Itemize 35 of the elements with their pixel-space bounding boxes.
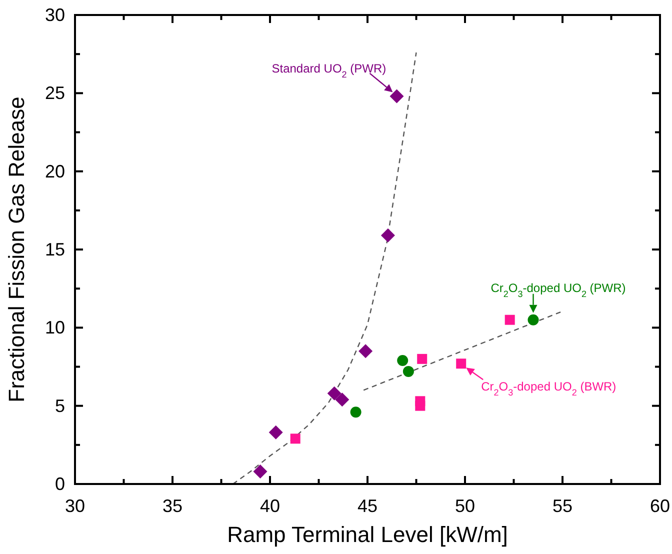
y-tick-label: 0 [54,474,65,494]
annotation: Cr$_{2}$O$_{3}$-doped UO$_{2}$ (PWR) [490,280,626,299]
y-tick-label: 20 [44,161,65,182]
annotation: Cr$_{2}$O$_{3}$-doped UO$_{2}$ (BWR) [481,380,616,398]
point [504,314,515,325]
annotation: Standard UO$_{2}$ (PWR) [272,61,386,80]
y-tick-label: 15 [44,240,65,260]
point [528,314,539,326]
point [268,425,283,440]
y-tick-label: 25 [44,83,65,104]
x-tick-label: 45 [357,496,378,516]
y-tick-label: 5 [54,396,65,416]
point [456,358,466,369]
x-tick-label: 40 [260,496,280,516]
y-axis-title: Fractional Fission Gas Release [4,96,29,402]
y-tick-label: 10 [44,318,65,338]
point [402,366,414,377]
x-tick-label: 55 [552,496,573,516]
point [290,434,300,444]
point [335,392,350,407]
point [417,354,428,364]
point [350,406,362,418]
x-tick-label: 50 [454,496,476,516]
y-tick-label: 30 [44,5,65,25]
line-series [232,52,417,485]
x-tick-label: 60 [650,496,670,516]
point [380,228,395,242]
point [397,354,408,366]
x-axis-title: Ramp Terminal Level [kW/m] [227,522,508,547]
point [358,344,373,358]
point [253,464,268,478]
x-tick-label: 35 [162,496,183,516]
point [390,89,404,104]
point [327,386,342,400]
point [415,400,426,411]
